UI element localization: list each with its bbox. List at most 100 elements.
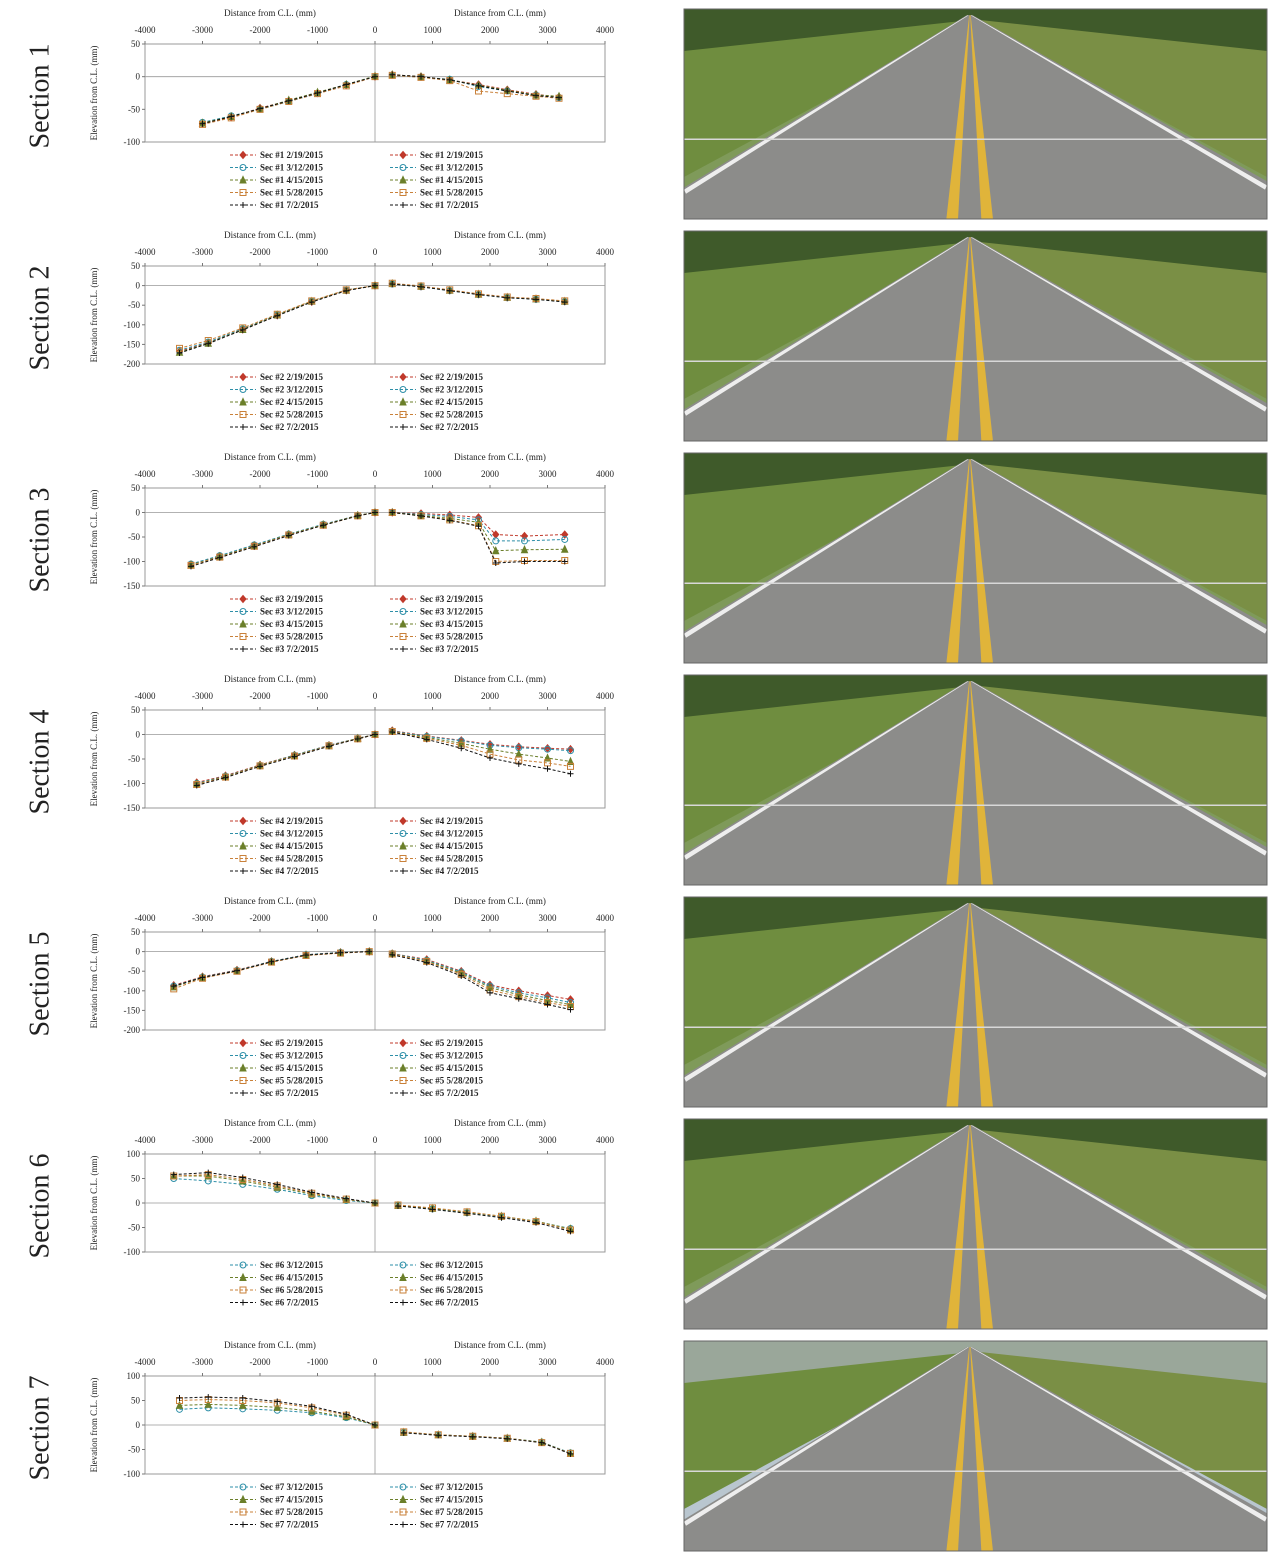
x-axis-title-left: Distance from C.L. (mm) — [224, 8, 316, 18]
point-marker — [446, 77, 454, 85]
point-marker — [285, 97, 292, 104]
photo-edge-right — [970, 237, 1267, 412]
legend-marker — [239, 175, 247, 184]
legend-marker — [399, 1272, 407, 1281]
x-tick-label: 3000 — [539, 25, 558, 35]
legend-label: Sec #7 5/28/2015 — [420, 1507, 483, 1517]
point-marker — [515, 756, 523, 764]
legend-label: Sec #6 5/28/2015 — [420, 1285, 483, 1295]
x-tick-label: 4000 — [596, 25, 615, 35]
point-marker — [314, 90, 321, 96]
photo-edge-left — [684, 681, 969, 860]
y-tick-label: 0 — [136, 72, 141, 82]
point-marker — [204, 1396, 212, 1404]
point-marker — [533, 92, 539, 99]
point-marker — [434, 1431, 442, 1439]
point-marker — [475, 82, 482, 89]
y-tick-label: -50 — [128, 966, 140, 976]
x-tick-label: -4000 — [135, 1357, 156, 1367]
legend-label: Sec #6 4/15/2015 — [420, 1273, 483, 1283]
legend-marker — [399, 411, 407, 418]
x-tick-label: 0 — [373, 913, 378, 923]
point-marker — [239, 1397, 247, 1404]
point-marker — [199, 120, 206, 127]
legend-marker — [239, 164, 247, 171]
legend-marker — [239, 1272, 247, 1281]
point-marker — [371, 1421, 379, 1429]
y-tick-label: -50 — [128, 300, 140, 310]
photo-frame — [683, 1340, 1268, 1552]
point-marker — [561, 558, 568, 565]
x-tick-label: 1000 — [424, 25, 443, 35]
y-axis-title: Elevation from C.L. (mm) — [89, 1378, 99, 1473]
legend-marker — [239, 189, 247, 196]
point-marker — [365, 948, 373, 956]
photo-road — [684, 1125, 1267, 1329]
legend-label: Sec #4 2/19/2015 — [420, 816, 483, 826]
section-label: Section 3 — [24, 488, 55, 593]
legend-marker — [399, 594, 407, 604]
point-marker — [176, 1395, 183, 1402]
point-marker — [567, 1006, 574, 1013]
photo-center-a — [946, 15, 970, 219]
x-tick-label: 1000 — [424, 691, 443, 701]
point-marker — [446, 76, 453, 83]
y-tick-label: 50 — [131, 39, 141, 49]
point-marker — [303, 952, 309, 959]
legend-marker — [240, 868, 246, 874]
point-marker — [533, 296, 539, 303]
point-marker — [274, 1181, 281, 1188]
section-label: Section 6 — [24, 1154, 55, 1259]
point-marker — [216, 554, 223, 561]
legend-label: Sec #7 5/28/2015 — [260, 1507, 323, 1517]
legend-marker — [400, 646, 406, 652]
legend-marker — [239, 1038, 247, 1048]
point-marker — [446, 516, 454, 524]
point-marker — [491, 546, 500, 555]
x-tick-label: 0 — [373, 25, 378, 35]
legend-label: Sec #3 2/19/2015 — [260, 594, 323, 604]
point-marker — [228, 113, 235, 120]
point-marker — [423, 959, 430, 966]
x-tick-label: -1000 — [307, 1135, 328, 1145]
legend-marker — [399, 189, 407, 196]
photo-edge-right — [970, 1347, 1267, 1522]
point-marker — [285, 531, 293, 539]
y-tick-label: -150 — [124, 1005, 141, 1015]
y-axis-title: Elevation from C.L. (mm) — [89, 46, 99, 141]
x-tick-label: 1000 — [424, 469, 443, 479]
legend-label: Sec #4 4/15/2015 — [420, 841, 483, 851]
point-marker — [504, 1435, 511, 1442]
point-marker — [532, 92, 540, 100]
x-axis-title-right: Distance from C.L. (mm) — [454, 1118, 546, 1128]
point-marker — [273, 310, 281, 318]
legend-marker — [240, 1299, 246, 1306]
legend-label: Sec #3 4/15/2015 — [260, 619, 323, 629]
legend-label: Sec #5 4/15/2015 — [260, 1063, 323, 1073]
legend-label: Sec #1 4/15/2015 — [420, 175, 483, 185]
legend-label: Sec #1 3/12/2015 — [260, 163, 323, 173]
x-axis-title-left: Distance from C.L. (mm) — [224, 896, 316, 906]
legend-marker — [239, 1052, 247, 1059]
point-marker — [205, 1169, 212, 1176]
legend-marker — [239, 841, 247, 850]
x-tick-label: 3000 — [539, 913, 558, 923]
y-tick-label: -150 — [124, 581, 141, 591]
x-tick-label: -2000 — [250, 691, 271, 701]
photo-frame — [683, 896, 1268, 1108]
legend-marker — [239, 1261, 247, 1269]
legend-marker — [240, 646, 246, 652]
point-marker — [268, 958, 275, 966]
legend-label: Sec #3 3/12/2015 — [260, 607, 323, 617]
y-tick-label: 50 — [131, 261, 141, 271]
x-axis-title-left: Distance from C.L. (mm) — [224, 452, 316, 462]
x-tick-label: -1000 — [307, 913, 328, 923]
point-marker — [227, 114, 235, 122]
x-tick-label: 4000 — [596, 469, 615, 479]
point-marker — [371, 509, 379, 516]
legend-label: Sec #1 2/19/2015 — [420, 150, 483, 160]
x-tick-label: -2000 — [250, 1135, 271, 1145]
photo-edge-left — [684, 1125, 969, 1304]
point-marker — [342, 1411, 350, 1419]
